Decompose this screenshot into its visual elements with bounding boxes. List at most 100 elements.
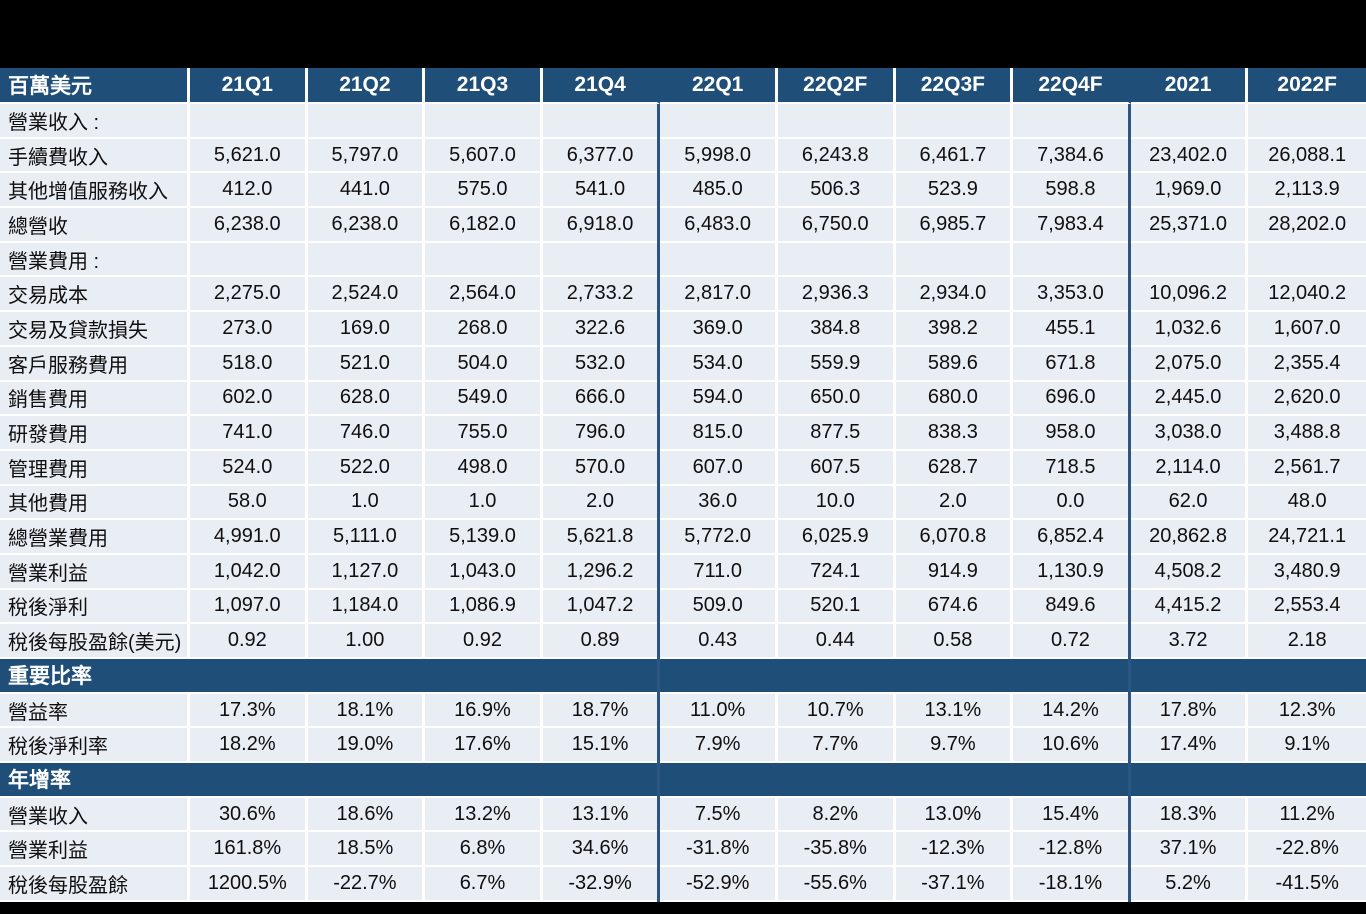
data-cell: 369.0: [660, 312, 778, 347]
row-label: 營業收入 :: [0, 104, 190, 139]
table-row: 其他增值服務收入 412.0 441.0 575.0 541.0 485.0 506.3 52…: [0, 173, 1366, 209]
data-cell: 1.0: [307, 485, 426, 521]
data-cell: 2.18: [1248, 624, 1366, 659]
column-header-21q4: 21Q4: [542, 68, 661, 104]
data-cell: 11.0%: [660, 693, 778, 729]
data-cell: 398.2: [895, 312, 1014, 347]
data-cell: 3,480.9: [1248, 554, 1366, 590]
row-label: 管理費用: [0, 450, 190, 486]
data-cell: 1,130.9: [1013, 554, 1131, 590]
data-cell: 7.5%: [660, 797, 778, 833]
data-cell: [1130, 242, 1249, 278]
data-cell: 0.0: [1013, 485, 1131, 521]
section-header: 年增率: [0, 763, 1366, 798]
data-cell: 6,985.7: [895, 208, 1014, 243]
data-cell: 2,561.7: [1248, 450, 1366, 486]
data-cell: 6,918.0: [542, 208, 661, 243]
data-cell: 521.0: [307, 346, 426, 382]
row-label: 銷售費用: [0, 381, 190, 417]
table-row: 交易及貸款損失 273.0 169.0 268.0 322.6 369.0 384.8 398…: [0, 312, 1366, 347]
column-header-22q3f: 22Q3F: [895, 68, 1014, 104]
data-cell: [895, 242, 1014, 278]
data-cell: 0.89: [542, 624, 661, 659]
column-header-22q4f: 22Q4F: [1013, 68, 1131, 104]
data-cell: 6,182.0: [425, 208, 543, 243]
data-cell: 0.58: [895, 624, 1014, 659]
data-cell: 2,275.0: [190, 277, 308, 313]
table-row: 稅後淨利率 18.2% 19.0% 17.6% 15.1% 7.9% 7.7% 9.7% 10.…: [0, 728, 1366, 764]
data-cell: 58.0: [190, 485, 308, 521]
data-cell: 5,139.0: [425, 520, 543, 555]
data-cell: 0.44: [777, 624, 896, 659]
data-cell: 532.0: [542, 346, 661, 382]
table-row: 研發費用 741.0 746.0 755.0 796.0 815.0 877.5 838.3 9…: [0, 416, 1366, 451]
row-label: 營業利益: [0, 832, 190, 868]
data-cell: -31.8%: [660, 832, 778, 868]
data-cell: 6.7%: [425, 867, 543, 902]
data-cell: -37.1%: [895, 867, 1014, 902]
data-cell: 6,377.0: [542, 138, 661, 174]
data-cell: 628.7: [895, 450, 1014, 486]
data-cell: 598.8: [1013, 173, 1131, 209]
data-cell: 4,508.2: [1130, 554, 1249, 590]
row-label: 營業利益: [0, 554, 190, 590]
data-cell: 504.0: [425, 346, 543, 382]
row-label: 研發費用: [0, 416, 190, 451]
data-cell: 849.6: [1013, 589, 1131, 625]
data-cell: -18.1%: [1013, 867, 1131, 902]
data-cell: 0.92: [190, 624, 308, 659]
row-label: 營業收入: [0, 797, 190, 833]
data-cell: 2,113.9: [1248, 173, 1366, 209]
data-cell: 1,043.0: [425, 554, 543, 590]
data-cell: 2,733.2: [542, 277, 661, 313]
data-cell: 1,047.2: [542, 589, 661, 625]
data-cell: [425, 242, 543, 278]
data-cell: -12.3%: [895, 832, 1014, 868]
data-cell: 5,772.0: [660, 520, 778, 555]
data-cell: 24,721.1: [1248, 520, 1366, 555]
data-cell: 594.0: [660, 381, 778, 417]
data-cell: 718.5: [1013, 450, 1131, 486]
data-cell: 7,384.6: [1013, 138, 1131, 174]
data-cell: 796.0: [542, 416, 661, 451]
data-cell: 6,070.8: [895, 520, 1014, 555]
data-cell: 6,238.0: [307, 208, 426, 243]
data-cell: 10.0: [777, 485, 896, 521]
data-cell: 958.0: [1013, 416, 1131, 451]
data-cell: 34.6%: [542, 832, 661, 868]
data-cell: [660, 104, 778, 139]
data-cell: 19.0%: [307, 728, 426, 764]
data-cell: 523.9: [895, 173, 1014, 209]
data-cell: 838.3: [895, 416, 1014, 451]
data-cell: 575.0: [425, 173, 543, 209]
data-cell: 6.8%: [425, 832, 543, 868]
data-cell: 607.5: [777, 450, 896, 486]
data-cell: 36.0: [660, 485, 778, 521]
data-cell: 1,607.0: [1248, 312, 1366, 347]
data-cell: 746.0: [307, 416, 426, 451]
data-cell: 741.0: [190, 416, 308, 451]
data-cell: 18.6%: [307, 797, 426, 833]
data-cell: 18.1%: [307, 693, 426, 729]
data-cell: 1,184.0: [307, 589, 426, 625]
data-cell: 1,296.2: [542, 554, 661, 590]
data-cell: 522.0: [307, 450, 426, 486]
data-cell: 17.8%: [1130, 693, 1249, 729]
data-cell: 14.2%: [1013, 693, 1131, 729]
data-cell: 607.0: [660, 450, 778, 486]
data-cell: 20,862.8: [1130, 520, 1249, 555]
data-cell: 534.0: [660, 346, 778, 382]
data-cell: 1,032.6: [1130, 312, 1249, 347]
data-cell: 3.72: [1130, 624, 1249, 659]
table-row: 營業收入 30.6% 18.6% 13.2% 13.1% 7.5% 8.2% 13.0% 15.…: [0, 797, 1366, 833]
data-cell: 23,402.0: [1130, 138, 1249, 174]
data-cell: 5,607.0: [425, 138, 543, 174]
data-cell: 6,243.8: [777, 138, 896, 174]
data-cell: 6,750.0: [777, 208, 896, 243]
data-cell: 6,461.7: [895, 138, 1014, 174]
data-cell: 4,991.0: [190, 520, 308, 555]
data-cell: 13.0%: [895, 797, 1014, 833]
data-cell: -41.5%: [1248, 867, 1366, 902]
data-cell: [190, 242, 308, 278]
table-row: 總營業費用 4,991.0 5,111.0 5,139.0 5,621.8 5,772.0…: [0, 520, 1366, 555]
